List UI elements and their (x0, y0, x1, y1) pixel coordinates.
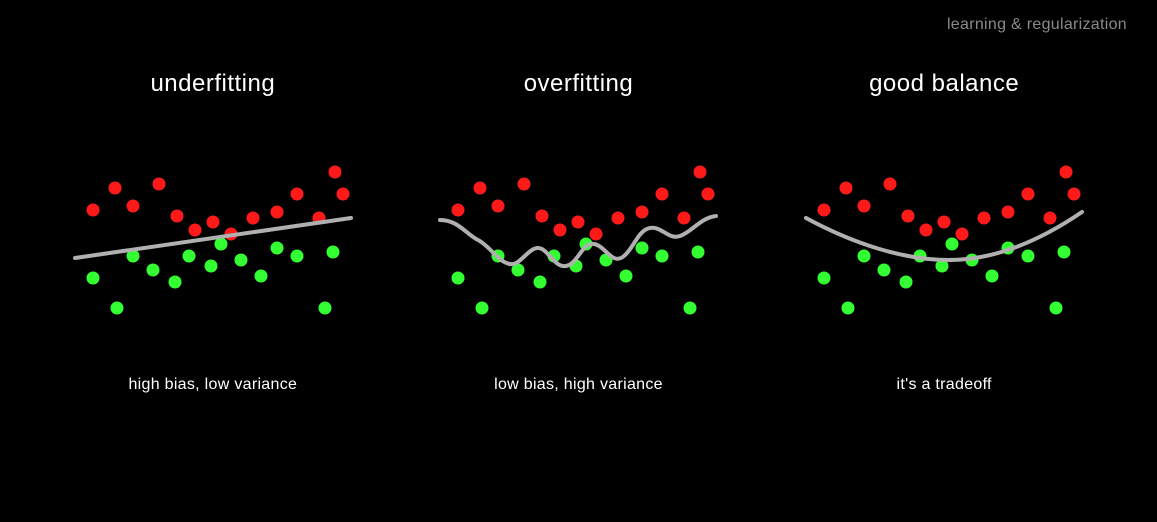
green-point (168, 276, 181, 289)
green-point (290, 250, 303, 263)
green-point (946, 238, 959, 251)
red-point (858, 200, 871, 213)
red-point (572, 216, 585, 229)
red-point (1022, 188, 1035, 201)
green-point (326, 246, 339, 259)
red-point (290, 188, 303, 201)
red-point (474, 182, 487, 195)
red-point (694, 166, 707, 179)
panels-row: underfitting high bias, low variance ove… (0, 70, 1157, 394)
green-point (452, 272, 465, 285)
green-point (182, 250, 195, 263)
red-point (678, 212, 691, 225)
header-label: learning & regularization (947, 16, 1127, 34)
green-point (534, 276, 547, 289)
green-point (1050, 302, 1063, 315)
red-point (1002, 206, 1015, 219)
green-point (110, 302, 123, 315)
red-point (1060, 166, 1073, 179)
red-point (884, 178, 897, 191)
red-point (818, 204, 831, 217)
green-point (986, 270, 999, 283)
green-point (1022, 250, 1035, 263)
red-point (554, 224, 567, 237)
green-point (878, 264, 891, 277)
red-point (702, 188, 715, 201)
red-point (270, 206, 283, 219)
red-point (188, 224, 201, 237)
panel-goodbalance: good balance it's a tradeoff (774, 70, 1114, 394)
plot-goodbalance (794, 148, 1094, 348)
green-point (270, 242, 283, 255)
red-point (518, 178, 531, 191)
green-point (86, 272, 99, 285)
plot-underfitting (63, 148, 363, 348)
green-point (204, 260, 217, 273)
red-point (152, 178, 165, 191)
red-point (636, 206, 649, 219)
green-point (900, 276, 913, 289)
green-point (818, 272, 831, 285)
red-point (170, 210, 183, 223)
points-red (86, 166, 349, 241)
panel-title: overfitting (524, 70, 634, 98)
green-point (858, 250, 871, 263)
green-point (234, 254, 247, 267)
points-red (452, 166, 715, 241)
red-point (536, 210, 549, 223)
green-point (684, 302, 697, 315)
red-point (938, 216, 951, 229)
panel-title: good balance (869, 70, 1019, 98)
red-point (902, 210, 915, 223)
red-point (978, 212, 991, 225)
panel-caption: low bias, high variance (494, 376, 663, 394)
red-point (840, 182, 853, 195)
red-point (590, 228, 603, 241)
green-point (318, 302, 331, 315)
red-point (246, 212, 259, 225)
red-point (492, 200, 505, 213)
red-point (336, 188, 349, 201)
green-point (1058, 246, 1071, 259)
red-point (656, 188, 669, 201)
red-point (452, 204, 465, 217)
green-point (842, 302, 855, 315)
red-point (206, 216, 219, 229)
green-point (620, 270, 633, 283)
green-point (656, 250, 669, 263)
red-point (1044, 212, 1057, 225)
green-point (146, 264, 159, 277)
points-red (818, 166, 1081, 241)
panel-title: underfitting (150, 70, 275, 98)
panel-overfitting: overfitting low bias, high variance (408, 70, 748, 394)
red-point (126, 200, 139, 213)
points-green (818, 238, 1071, 315)
red-point (612, 212, 625, 225)
red-point (956, 228, 969, 241)
red-point (86, 204, 99, 217)
green-point (254, 270, 267, 283)
plot-overfitting (428, 148, 728, 348)
green-point (476, 302, 489, 315)
red-point (920, 224, 933, 237)
panel-caption: high bias, low variance (128, 376, 297, 394)
panel-underfitting: underfitting high bias, low variance (43, 70, 383, 394)
red-point (1068, 188, 1081, 201)
green-point (692, 246, 705, 259)
panel-caption: it's a tradeoff (896, 376, 991, 394)
red-point (328, 166, 341, 179)
red-point (108, 182, 121, 195)
green-point (636, 242, 649, 255)
